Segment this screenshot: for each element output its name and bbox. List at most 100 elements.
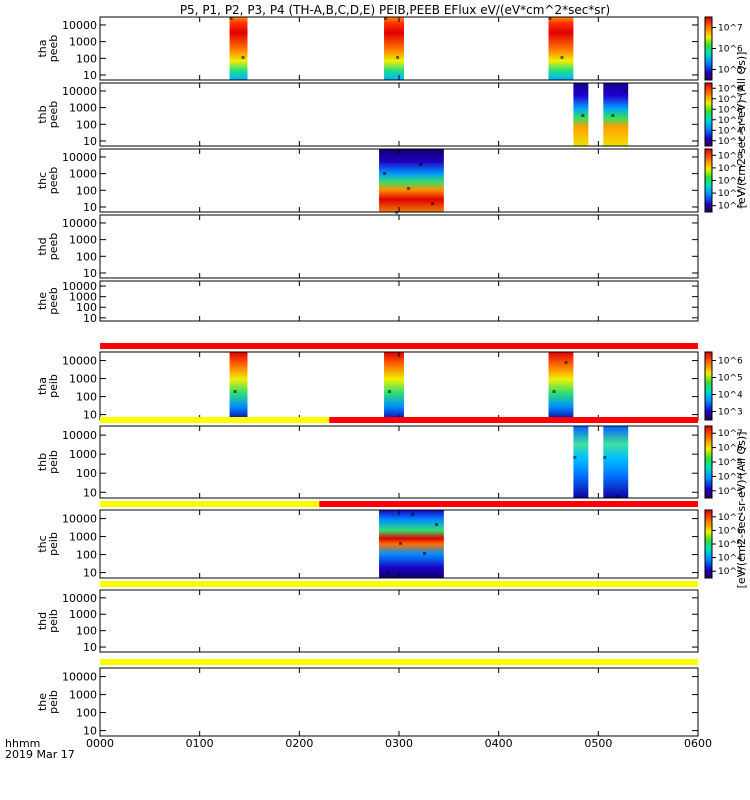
panel-ylabel-species: peeb [47, 287, 60, 315]
colorbar-strip [704, 509, 713, 579]
spectrogram-texture [431, 202, 435, 205]
time-axis: 0000 0100 0200 0300 0400 0500 0600 [86, 737, 712, 750]
y-tick-label: 100 [76, 118, 97, 131]
spectrogram-texture [396, 56, 400, 59]
panels-group: 10100100010000thapeeb10100100010000thbpe… [36, 16, 699, 738]
spectrogram-texture [241, 56, 245, 59]
y-tick-label: 1000 [69, 168, 97, 181]
colorbar-tick-label: 10^6 [718, 357, 743, 367]
spectrogram-texture [552, 390, 556, 393]
quality-flag-bar [100, 581, 698, 587]
colorbar-tick-label: 10^5 [718, 66, 743, 76]
colorbar-label-ion: [eV/(cm2-sec-sr-eV) (All Qs)] [735, 432, 748, 589]
colorbar-tick-label: 10^3 [718, 567, 743, 577]
y-tick-label: 1000 [69, 291, 97, 304]
colorbar-ion: 10^3 10^4 10^5 10^6 10^7 [704, 425, 743, 499]
y-tick-label: 10 [83, 135, 97, 148]
x-tick-label: 0300 [385, 737, 413, 750]
y-tick-label: 10 [83, 69, 97, 82]
spectrogram-burst [379, 149, 444, 212]
colorbar-tick-label: 10^5 [718, 540, 743, 550]
colorbar-tick-label: 10^7 [718, 164, 743, 174]
y-tick-label: 1000 [69, 102, 97, 115]
colorbar-strip [704, 16, 713, 81]
colorbar-tick-label: 10^6 [718, 444, 743, 454]
spectrogram-texture [423, 552, 427, 555]
panel-ylabel-species: peib [47, 374, 60, 398]
spectrogram-texture [548, 17, 552, 20]
panel-ylabel: thapeib [36, 374, 60, 398]
spectrogram-texture [611, 114, 615, 117]
y-tick-label: 100 [76, 625, 97, 638]
y-tick-label: 10000 [62, 217, 97, 230]
y-tick-label: 10000 [62, 19, 97, 32]
colorbar-electron: 10^5 10^6 10^7 [704, 16, 743, 81]
spectrogram-texture [384, 17, 388, 20]
y-tick-label: 10 [83, 409, 97, 422]
colorbar-ion: 10^3 10^4 10^5 10^6 [704, 351, 743, 421]
time-axis-label: hhmm [5, 737, 40, 750]
panel-ylabel: thapeeb [36, 35, 60, 63]
colorbar-tick-label: 10^6 [718, 526, 743, 536]
quality-flag-bar [100, 417, 330, 423]
colorbar-tick-label: 10^7 [718, 95, 743, 105]
colorbar-tick-label: 10^8 [718, 151, 743, 161]
quality-flag-bar [329, 417, 698, 423]
panel-ylabel-species: peeb [47, 167, 60, 195]
y-tick-label: 10 [83, 725, 97, 738]
time-axis-date: 2019 Mar 17 [5, 748, 75, 761]
colorbar-electron: 10^310^410^510^610^710^8 [704, 82, 743, 147]
spectrogram-texture [399, 542, 403, 545]
spectrogram-texture [387, 571, 391, 574]
y-tick-label: 10 [83, 201, 97, 214]
y-tick-label: 100 [76, 184, 97, 197]
spectrogram-burst [603, 83, 629, 146]
panel-frame [99, 280, 699, 322]
colorbar-tick-label: 10^5 [718, 458, 743, 468]
y-tick-label: 1000 [69, 689, 97, 702]
y-tick-label: 1000 [69, 448, 97, 461]
colorbar-tick-label: 10^7 [718, 429, 743, 439]
panel-ylabel-probe: thd [36, 237, 49, 255]
colorbar-strip [704, 351, 713, 421]
colorbar-tick-label: 10^6 [718, 45, 743, 55]
colorbar-tick-label: 10^7 [718, 24, 743, 34]
panel-ylabel-species: peeb [47, 35, 60, 63]
y-tick-label: 10 [83, 267, 97, 280]
spectrogram-burst [573, 83, 589, 146]
panel-frame [99, 667, 699, 737]
colorbar-tick-label: 10^4 [718, 554, 743, 564]
y-tick-label: 10000 [62, 592, 97, 605]
colorbar-tick-label: 10^5 [718, 189, 743, 199]
spectrogram-burst [603, 426, 629, 498]
spectrogram-texture [435, 523, 439, 526]
x-tick-label: 0600 [684, 737, 712, 750]
y-tick-label: 100 [76, 52, 97, 65]
y-tick-label: 100 [76, 301, 97, 314]
panel-ylabel: thdpeeb [36, 233, 60, 261]
y-tick-label: 10000 [62, 671, 97, 684]
panel-ylabel-species: peib [47, 690, 60, 714]
y-tick-label: 10 [83, 567, 97, 580]
panel-ylabel-probe: thb [36, 105, 49, 123]
panel-ylabel-probe: thb [36, 453, 49, 471]
colorbar-tick-label: 10^4 [718, 472, 743, 482]
spectrogram-texture [615, 495, 619, 498]
panel-ylabel-probe: thc [36, 172, 49, 189]
spectrogram-texture [411, 513, 415, 516]
spectrogram-texture [560, 56, 564, 59]
y-tick-label: 100 [76, 549, 97, 562]
spectrogram-burst [229, 352, 248, 420]
panel-ylabel: thepeib [36, 690, 60, 714]
y-tick-label: 100 [76, 707, 97, 720]
panel-ylabel-probe: the [36, 292, 49, 310]
spectrogram-burst [384, 17, 404, 80]
panel-ylabel-species: peib [47, 609, 60, 633]
